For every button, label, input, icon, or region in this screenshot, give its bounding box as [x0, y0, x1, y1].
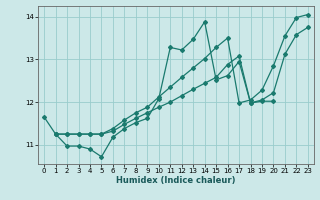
- X-axis label: Humidex (Indice chaleur): Humidex (Indice chaleur): [116, 176, 236, 185]
